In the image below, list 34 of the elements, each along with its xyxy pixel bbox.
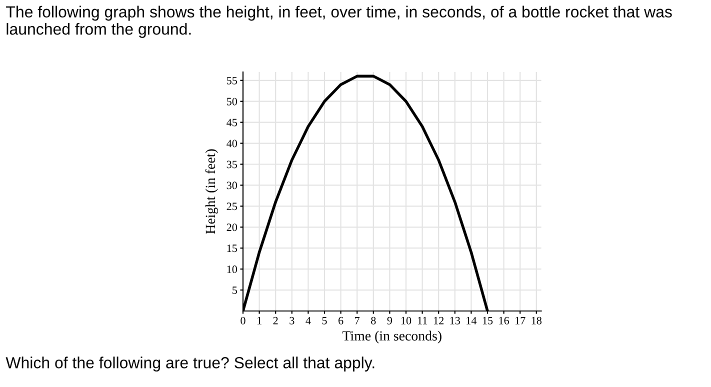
- y-tick-label: 55: [226, 76, 238, 84]
- y-tick-label: 45: [226, 118, 238, 126]
- x-tick-label: 3: [290, 316, 294, 324]
- x-tick-label: 17: [516, 316, 526, 324]
- x-tick-label: 18: [532, 316, 542, 324]
- x-tick-label: 9: [387, 316, 392, 324]
- y-tick-label: 50: [226, 98, 238, 106]
- y-tick-label: 15: [227, 244, 238, 252]
- x-tick-label: 8: [371, 316, 376, 324]
- x-tick-label: 15: [482, 316, 493, 324]
- y-tick-label: 20: [226, 224, 238, 232]
- chart-title: The following graph shows the height, in feet, over time, in seconds, of a bottle rocket that was launched from the ground.: [6, 6, 672, 38]
- x-tick-label: 4: [306, 316, 311, 324]
- x-tick-label: 16: [499, 316, 510, 324]
- x-tick-label: 12: [434, 316, 444, 324]
- x-tick-label: 13: [450, 316, 460, 324]
- y-axis-title: Height (in feet): [205, 149, 218, 234]
- x-tick-label: 11: [418, 316, 427, 324]
- x-tick-label: 1: [258, 316, 262, 324]
- y-tick-label: 5: [232, 286, 238, 294]
- y-tick-label: 10: [227, 266, 238, 274]
- x-tick-label: 14: [466, 316, 477, 324]
- x-tick-label: 10: [401, 316, 412, 324]
- x-tick-label: 0: [240, 316, 246, 324]
- x-tick-label: 7: [355, 316, 360, 324]
- y-tick-label: 40: [226, 140, 238, 148]
- y-tick-label: 35: [226, 160, 238, 168]
- x-tick-label: 2: [273, 316, 278, 324]
- text: Which of the following are true? Select all that apply.: [6, 356, 374, 372]
- y-tick-label: 30: [226, 182, 238, 190]
- x-tick-label: 6: [338, 316, 344, 324]
- y-tick-label: 25: [226, 202, 238, 210]
- x-tick-label: 5: [322, 316, 327, 324]
- x-axis-title: Time (in seconds): [342, 330, 442, 344]
